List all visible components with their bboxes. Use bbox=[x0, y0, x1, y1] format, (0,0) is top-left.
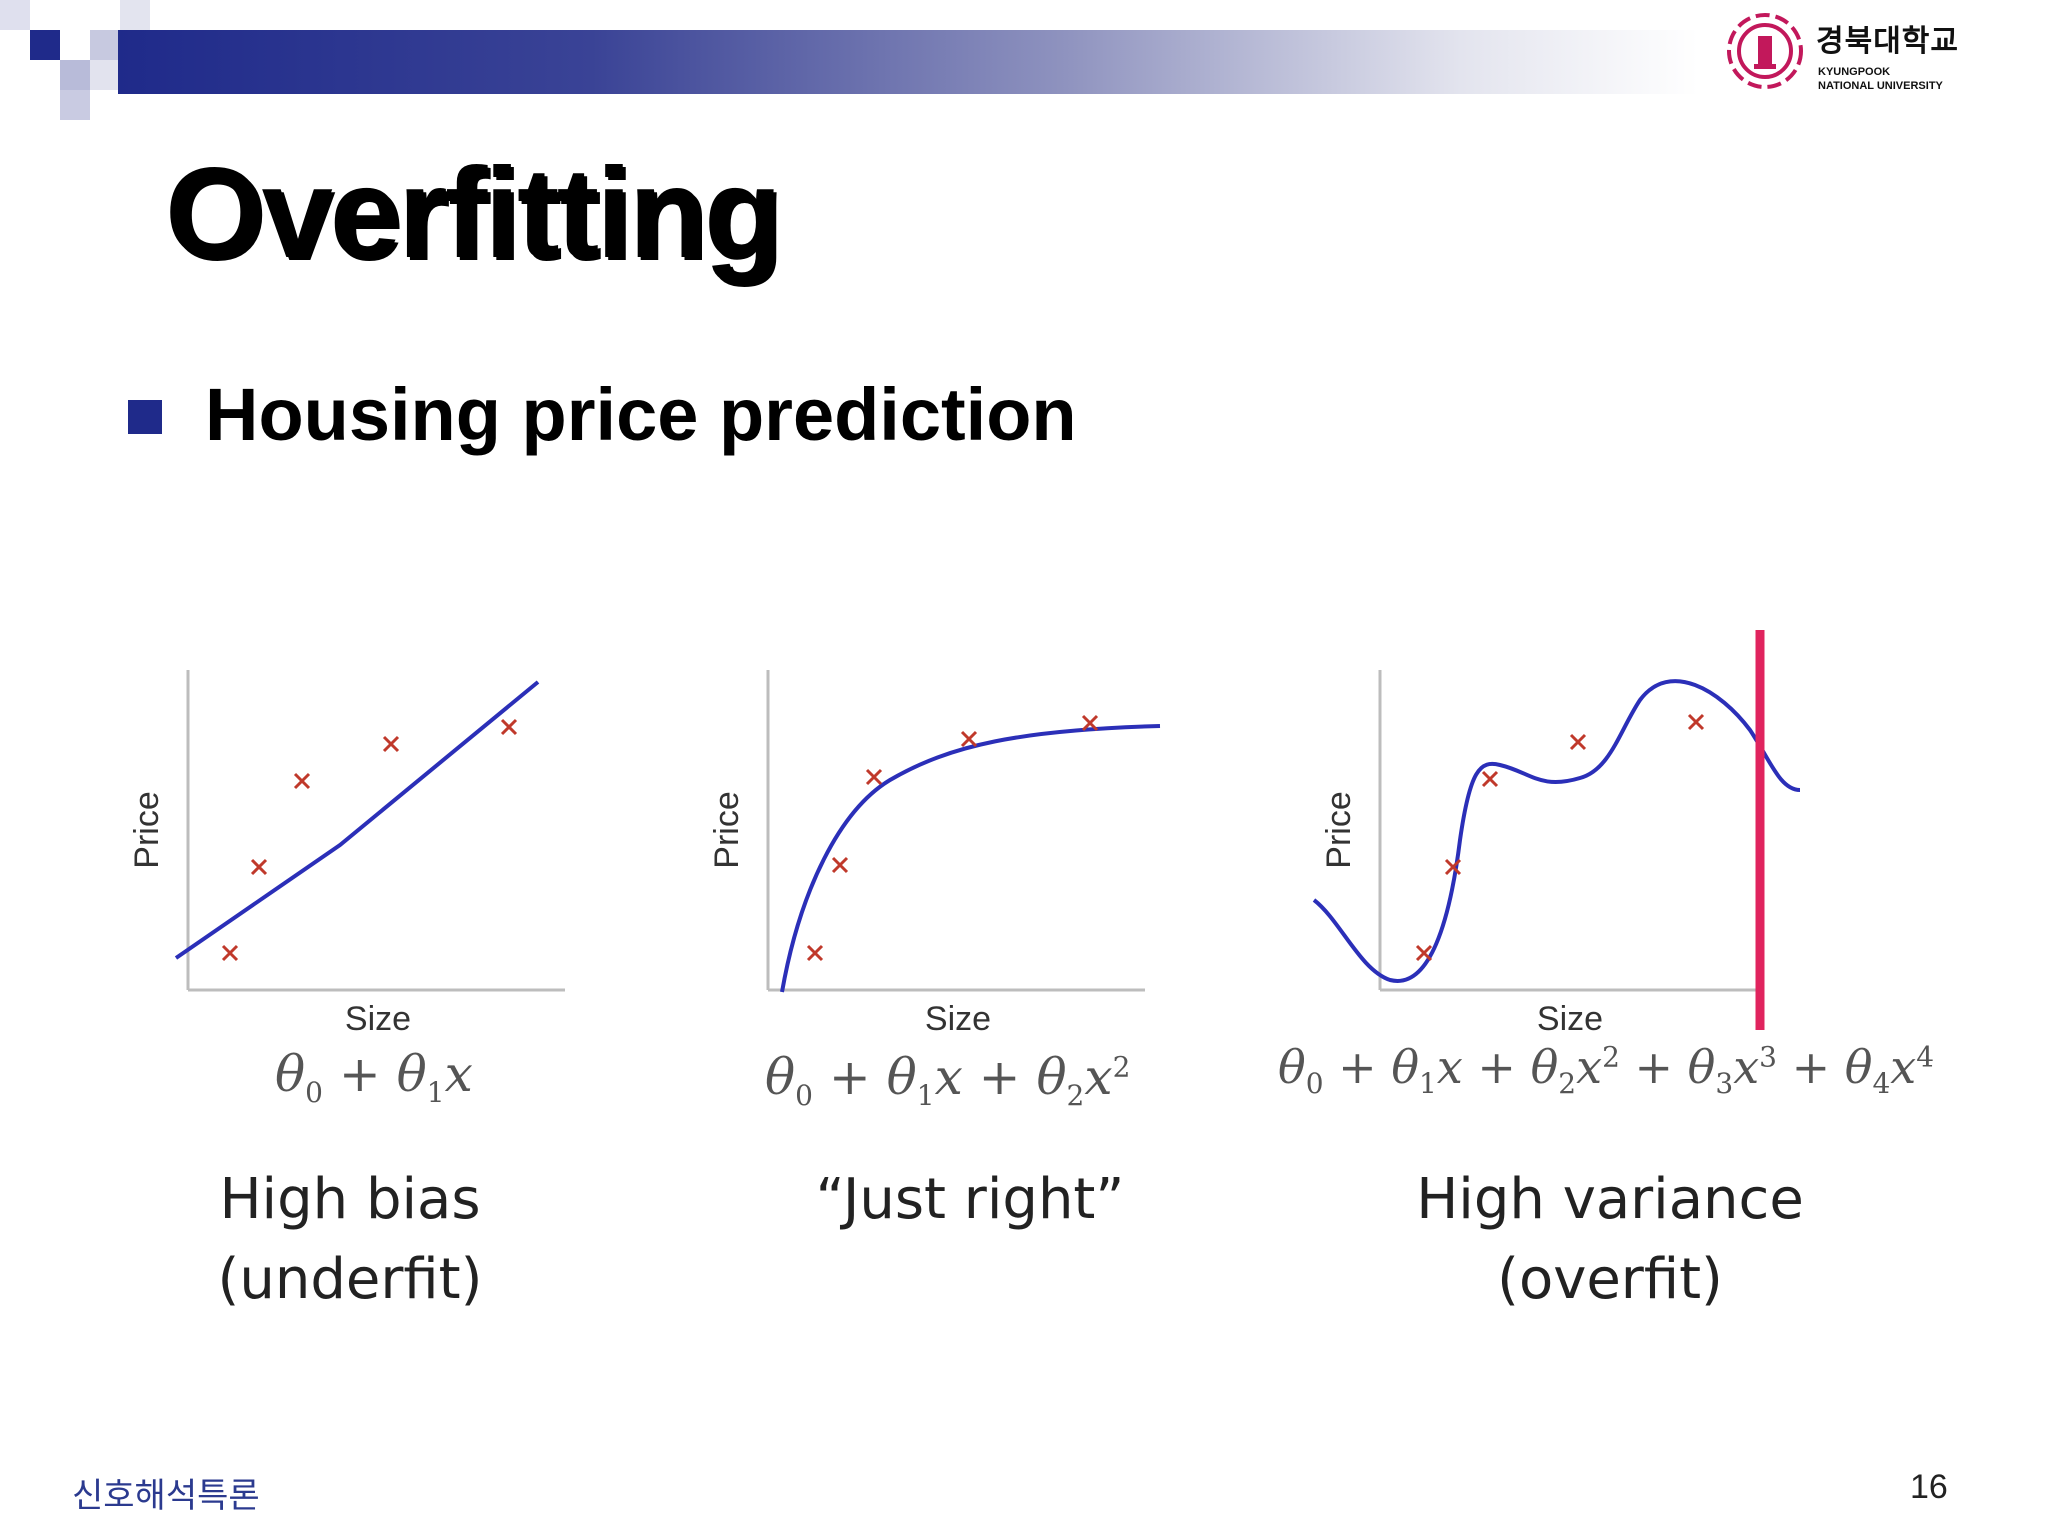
caption-underfit: High bias (underfit) bbox=[180, 1160, 520, 1320]
caption-overfit: High variance (overfit) bbox=[1400, 1160, 1820, 1320]
footer-course-name: 신호해석특론 bbox=[72, 1477, 260, 1515]
data-point bbox=[1444, 858, 1462, 876]
data-point bbox=[806, 944, 824, 962]
data-point bbox=[1081, 714, 1099, 732]
x-axis-label: Size bbox=[1537, 1000, 1603, 1038]
slide-title: Overfitting bbox=[165, 142, 782, 285]
footer-page-number: 16 bbox=[1910, 1468, 1948, 1506]
decor-square bbox=[90, 60, 120, 90]
plot-panel-overfit: Price Size bbox=[1300, 620, 1820, 1060]
bullet-square-icon bbox=[128, 400, 162, 434]
data-point bbox=[1481, 770, 1499, 788]
y-axis-label: Price bbox=[1320, 791, 1358, 868]
data-points bbox=[806, 714, 1099, 962]
caption-just-right: “Just right” bbox=[790, 1160, 1150, 1240]
decor-square bbox=[90, 30, 120, 60]
data-point bbox=[250, 858, 268, 876]
caption-line: (underfit) bbox=[217, 1247, 483, 1312]
caption-line: High variance bbox=[1416, 1167, 1804, 1232]
decor-square bbox=[0, 0, 30, 30]
data-point bbox=[500, 718, 518, 736]
university-seal-icon bbox=[1727, 13, 1803, 89]
data-point bbox=[831, 856, 849, 874]
data-points bbox=[221, 718, 518, 962]
data-point bbox=[1569, 733, 1587, 751]
data-point bbox=[382, 735, 400, 753]
equation-underfit: θ0 + θ1x bbox=[275, 1045, 473, 1109]
equation-overfit: θ0 + θ1x + θ2x2 + θ3x3 + θ4x4 bbox=[1278, 1040, 1935, 1101]
header-gradient-band bbox=[118, 30, 1698, 94]
decor-square bbox=[60, 60, 90, 90]
data-point bbox=[221, 944, 239, 962]
decor-square bbox=[60, 90, 90, 120]
x-axis-label: Size bbox=[345, 1000, 411, 1038]
equation-just-right: θ0 + θ1x + θ2x2 bbox=[765, 1048, 1131, 1112]
logo-korean-name: 경북대학교 bbox=[1816, 25, 1959, 58]
fit-curve bbox=[1312, 679, 1801, 983]
fit-curve bbox=[780, 724, 1161, 993]
data-point bbox=[1415, 944, 1433, 962]
data-point bbox=[293, 772, 311, 790]
decor-square bbox=[120, 0, 150, 30]
fit-curve bbox=[174, 680, 540, 960]
logo-english-name: NATIONAL UNIVERSITY bbox=[1818, 80, 1943, 92]
data-point bbox=[865, 768, 883, 786]
data-point bbox=[960, 730, 978, 748]
bullet-text: Housing price prediction bbox=[205, 373, 1077, 456]
plot-overfit: Price Size bbox=[1312, 630, 1801, 1038]
caption-line: High bias bbox=[219, 1167, 481, 1232]
plot-underfit: Price Size bbox=[128, 670, 565, 1038]
caption-line: (overfit) bbox=[1497, 1247, 1723, 1312]
data-point bbox=[1687, 713, 1705, 731]
plot-panel-just-right: Price Size bbox=[690, 640, 1170, 1060]
x-axis-label: Size bbox=[925, 1000, 991, 1038]
y-axis-label: Price bbox=[128, 791, 166, 868]
caption-line: “Just right” bbox=[815, 1167, 1125, 1232]
plot-panel-underfit: Price Size bbox=[110, 640, 590, 1060]
data-points bbox=[1415, 713, 1705, 962]
logo-english-name: KYUNGPOOK bbox=[1818, 66, 1891, 78]
y-axis-label: Price bbox=[708, 791, 746, 868]
plot-just-right: Price Size bbox=[708, 670, 1161, 1038]
university-logo: 경북대학교 KYUNGPOOK NATIONAL UNIVERSITY bbox=[1720, 6, 1980, 96]
decor-square bbox=[30, 30, 60, 60]
